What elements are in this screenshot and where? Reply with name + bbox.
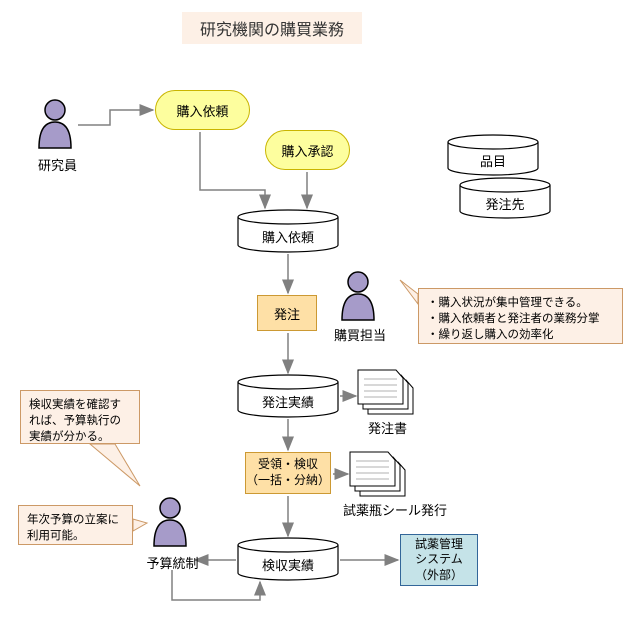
purchaser-note: ・購入状況が集中管理できる。 ・購入依頼者と発注者の業務分掌 ・繰り返し購入の効… xyxy=(418,288,623,344)
approval-bubble: 購入承認 xyxy=(265,130,350,170)
researcher-label: 研究員 xyxy=(30,155,85,174)
item-db: 品目 xyxy=(448,151,538,170)
receive-process: 受領・検収 （一括・分納） xyxy=(245,452,331,494)
request-bubble: 購入依頼 xyxy=(155,90,250,130)
budget-label: 予算統制 xyxy=(140,553,205,572)
receipt-result-db: 検収実績 xyxy=(238,555,338,574)
request-db: 購入依頼 xyxy=(238,227,338,246)
page-title: 研究機関の購買業務 xyxy=(182,12,362,44)
budget-note-1: 検収実績を確認すれば、予算執行の実績が分かる。 xyxy=(20,390,140,444)
label-document-icon xyxy=(350,452,405,496)
researcher-icon xyxy=(39,100,71,148)
external-system: 試薬管理 システム （外部） xyxy=(400,534,478,586)
order-doc-label: 発注書 xyxy=(360,418,415,437)
order-process: 発注 xyxy=(257,295,317,331)
budget-icon xyxy=(154,498,186,546)
order-document-icon xyxy=(358,370,413,414)
label-doc-label: 試薬瓶シール発行 xyxy=(330,500,460,519)
budget-note-2: 年次予算の立案に利用可能。 xyxy=(18,505,133,545)
supplier-db: 発注先 xyxy=(460,194,550,213)
purchaser-label: 購買担当 xyxy=(325,325,395,344)
order-result-db: 発注実績 xyxy=(238,392,338,411)
purchaser-icon xyxy=(342,272,374,320)
